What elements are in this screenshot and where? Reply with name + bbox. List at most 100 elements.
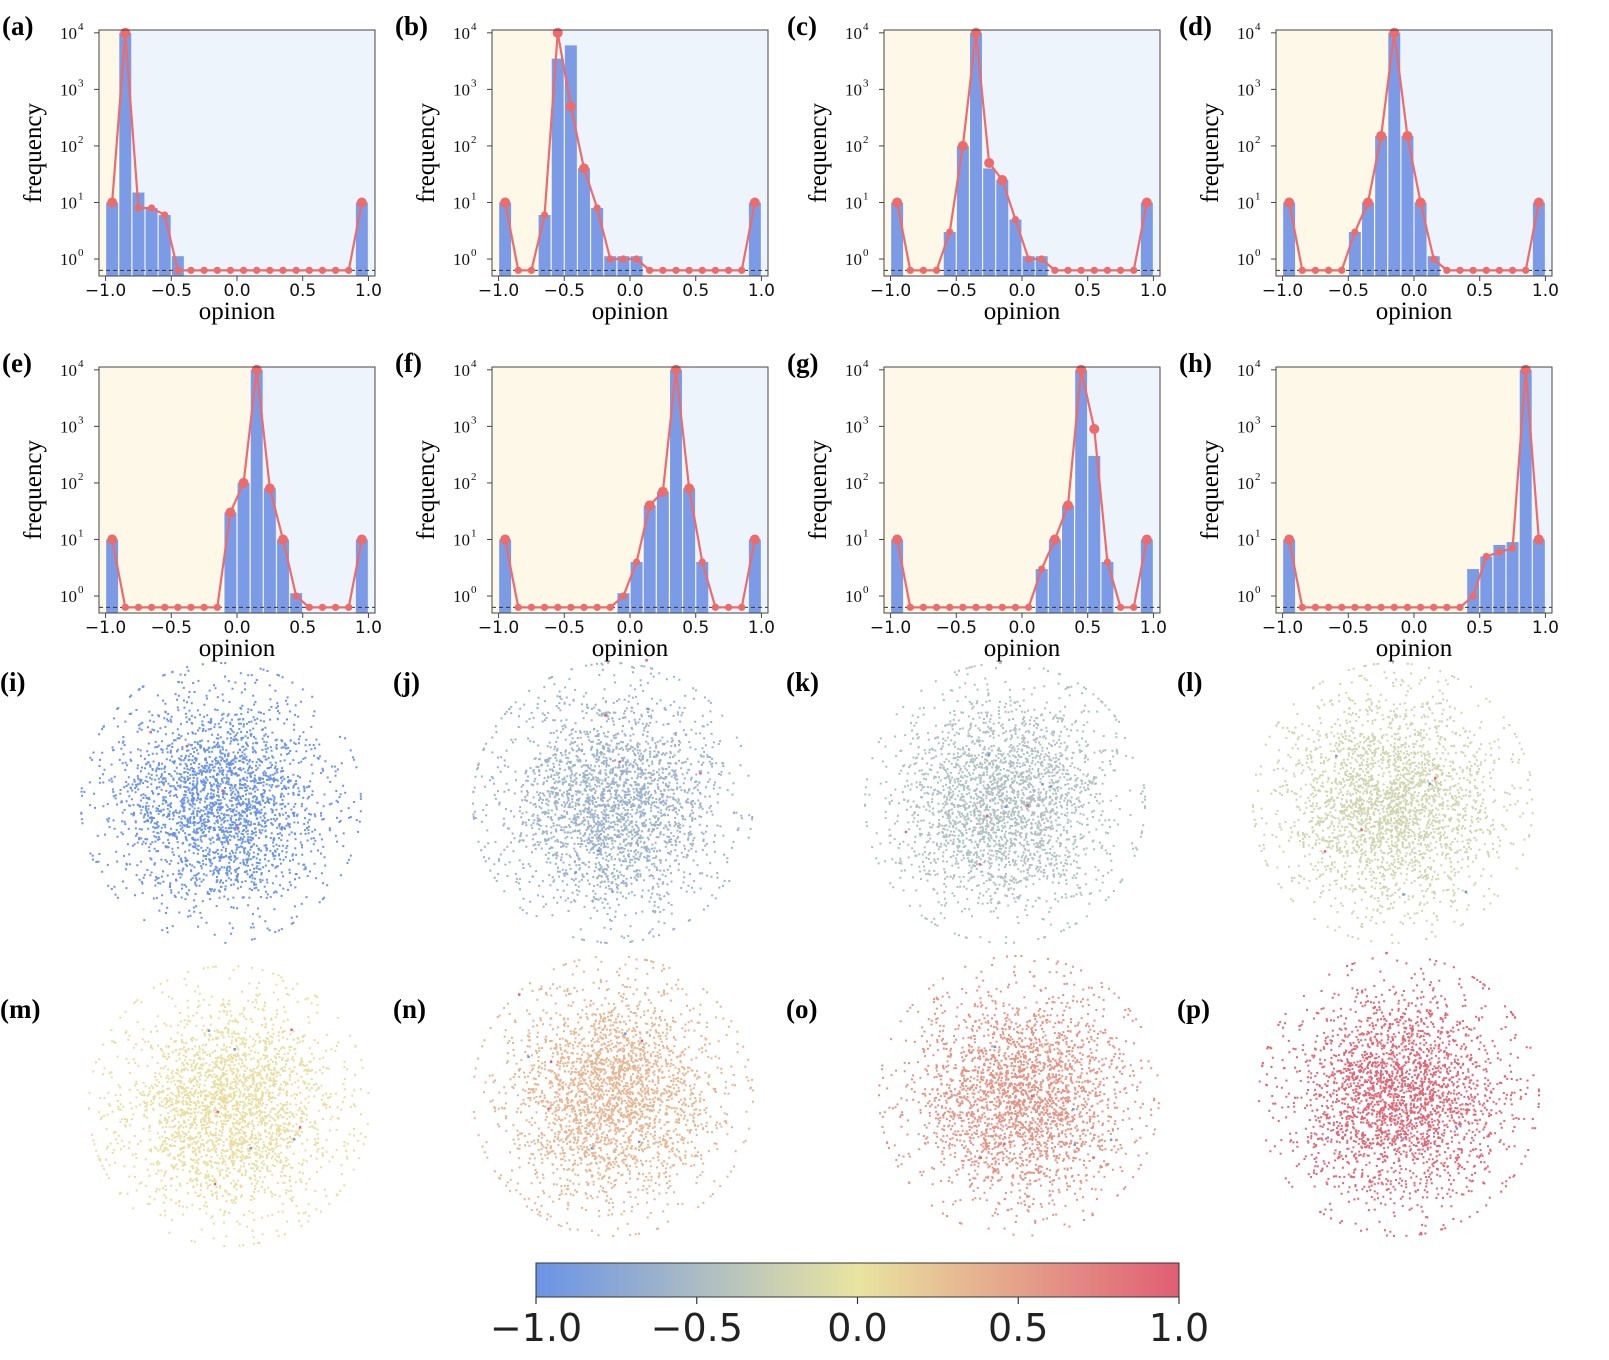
series-marker <box>226 266 235 274</box>
series-marker <box>527 603 536 611</box>
y-tick-label: 10 <box>845 193 862 212</box>
x-tick-label: 0.5 <box>1466 281 1493 301</box>
series-marker <box>659 266 667 274</box>
histogram-bar <box>355 539 368 613</box>
histogram-bar <box>656 491 669 613</box>
series-marker <box>1443 603 1451 611</box>
network-outlier-node <box>1049 785 1052 788</box>
series-marker <box>1311 266 1320 274</box>
network-outlier-node <box>249 1147 252 1150</box>
y-tick-label: 10 <box>845 361 862 380</box>
series-marker <box>318 603 327 611</box>
series-marker <box>356 534 367 545</box>
network-node-cloud <box>472 955 754 1237</box>
histogram-bar <box>1519 369 1532 613</box>
histogram-bar <box>1506 542 1519 613</box>
series-marker <box>147 603 156 611</box>
histogram-bar <box>891 202 904 276</box>
series-marker <box>121 603 129 611</box>
network-outlier-node <box>1004 805 1008 808</box>
x-tick-label: −0.5 <box>936 618 977 638</box>
series-marker <box>107 197 118 208</box>
y-axis-label: frequency <box>1197 440 1224 540</box>
network-outlier-node <box>207 1029 211 1032</box>
series-marker <box>345 603 353 611</box>
y-axis-label: frequency <box>1197 103 1224 203</box>
series-marker <box>671 364 681 375</box>
panel-label: (g) <box>787 348 818 378</box>
network-outlier-node <box>574 871 577 874</box>
histogram-bar <box>591 207 604 276</box>
y-tick-exponent: 4 <box>863 358 869 370</box>
x-tick-label: 0.0 <box>1400 618 1427 638</box>
colorbar-tick-label: 1.0 <box>1149 1306 1209 1350</box>
network-outlier-node <box>1030 1094 1034 1098</box>
series-marker <box>1430 255 1438 263</box>
network-outlier-node <box>1380 1070 1383 1073</box>
x-axis-label: opinion <box>984 298 1061 325</box>
network-outlier-node <box>1073 1143 1076 1146</box>
network-outlier-node <box>1402 893 1405 896</box>
series-marker <box>174 603 182 611</box>
series-marker <box>749 534 760 545</box>
network-outlier-node <box>624 1032 627 1035</box>
series-marker <box>1364 603 1372 611</box>
network-outlier-node <box>1385 951 1388 955</box>
y-tick-label: 10 <box>60 80 77 99</box>
network-outlier-node <box>1401 1138 1404 1141</box>
series-marker <box>514 266 522 274</box>
y-tick-label: 10 <box>1237 474 1254 493</box>
series-marker <box>161 211 169 219</box>
series-marker <box>932 603 941 611</box>
colorbar-tick-label: −0.5 <box>651 1306 743 1350</box>
network-outlier-node <box>1428 782 1432 785</box>
histogram-bar <box>996 179 1009 276</box>
series-marker <box>684 483 695 494</box>
y-tick-label: 10 <box>453 24 470 43</box>
series-marker <box>606 603 614 611</box>
network-outlier-node <box>149 731 152 734</box>
series-marker <box>698 558 706 566</box>
histogram-bar <box>551 58 564 276</box>
x-tick-label: 1.0 <box>1140 618 1167 638</box>
histogram-bar <box>1140 539 1153 613</box>
network-outlier-node <box>298 1126 302 1129</box>
series-marker <box>500 197 511 208</box>
y-tick-exponent: 2 <box>471 134 477 146</box>
series-marker <box>593 204 601 212</box>
series-marker <box>606 255 614 263</box>
series-marker <box>331 603 340 611</box>
y-tick-exponent: 4 <box>1255 21 1261 33</box>
series-marker <box>292 266 300 274</box>
y-tick-exponent: 3 <box>863 414 869 426</box>
y-tick-exponent: 0 <box>471 247 477 259</box>
series-marker <box>957 140 968 151</box>
series-marker <box>565 101 576 112</box>
series-marker <box>711 266 720 274</box>
x-axis-label: opinion <box>592 635 669 662</box>
y-tick-label: 10 <box>845 530 862 549</box>
network-outlier-node <box>596 849 600 852</box>
histogram-bar <box>1022 256 1035 276</box>
y-tick-label: 10 <box>1237 250 1254 269</box>
network-outlier-node <box>212 775 215 778</box>
y-tick-exponent: 2 <box>471 471 477 483</box>
histogram-bar <box>355 202 368 276</box>
x-axis-label: opinion <box>199 635 276 662</box>
background-right <box>131 30 375 276</box>
network-outlier-node <box>590 1147 594 1150</box>
y-tick-label: 10 <box>845 417 862 436</box>
series-marker <box>1402 130 1413 141</box>
y-tick-label: 10 <box>1237 587 1254 606</box>
histogram-bar <box>696 561 709 613</box>
histogram-bar <box>250 369 263 613</box>
y-tick-exponent: 4 <box>78 358 84 370</box>
series-marker <box>580 603 588 611</box>
series-marker <box>985 603 993 611</box>
histogram-bar <box>1348 232 1361 276</box>
y-tick-exponent: 1 <box>78 190 84 202</box>
y-tick-label: 10 <box>60 474 77 493</box>
network-outlier-node <box>1335 754 1338 758</box>
